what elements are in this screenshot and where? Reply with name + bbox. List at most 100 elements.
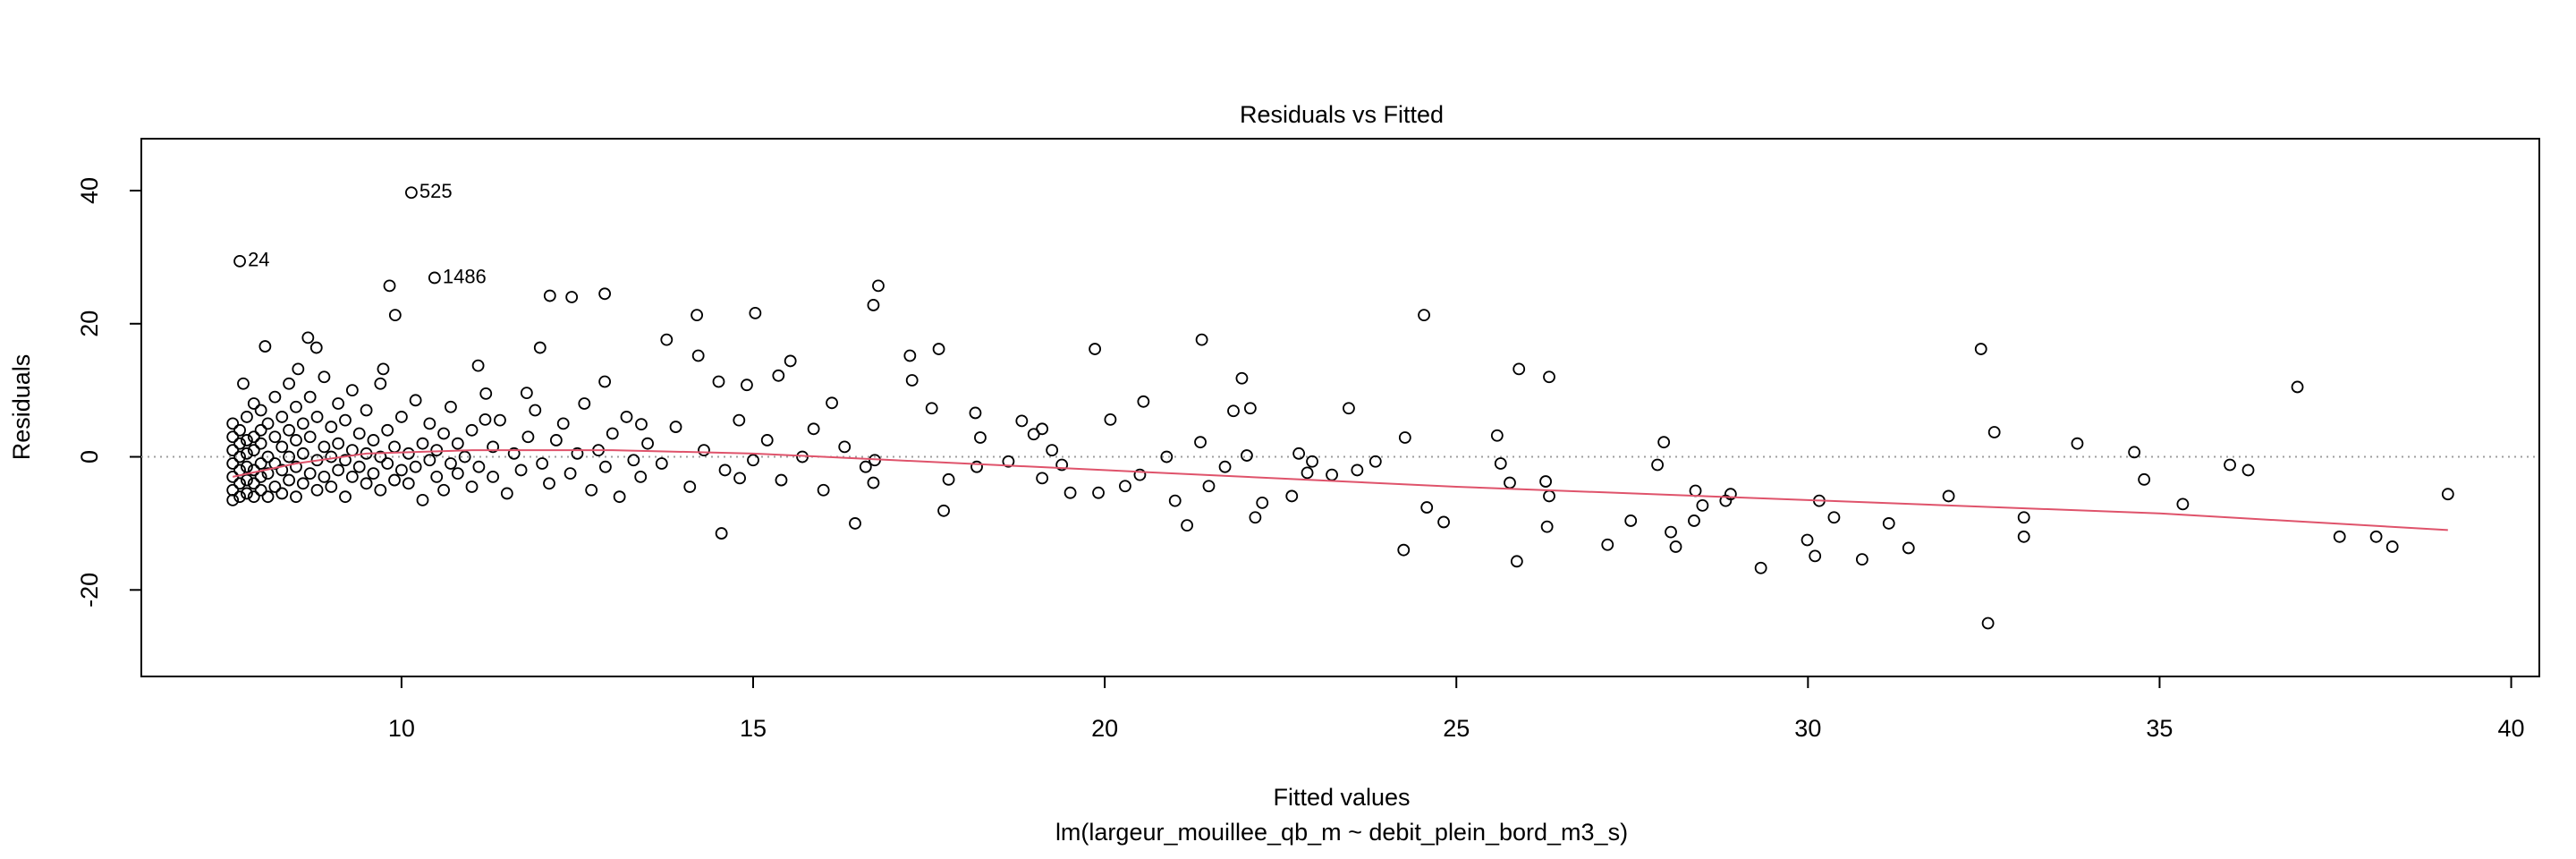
data-point: [428, 271, 441, 285]
data-point: [1301, 466, 1314, 480]
data-point: [1801, 533, 1814, 547]
y-tick-label: 0: [76, 450, 103, 464]
data-point: [241, 411, 253, 423]
data-point: [1002, 455, 1015, 468]
data-point: [2333, 530, 2346, 543]
data-point: [2017, 530, 2030, 543]
data-point: [1343, 402, 1355, 415]
x-tick-label: 35: [2146, 715, 2173, 742]
x-tick-label: 30: [1794, 715, 1821, 742]
data-point: [226, 483, 240, 497]
data-point: [849, 517, 861, 530]
data-point: [339, 490, 352, 504]
data-point: [807, 422, 820, 436]
data-point: [472, 460, 486, 473]
data-point: [1418, 309, 1430, 322]
data-point: [859, 460, 872, 473]
data-point: [641, 437, 654, 450]
data-point: [606, 427, 619, 440]
data-point: [367, 467, 380, 481]
data-point: [261, 467, 275, 481]
data-point: [226, 470, 240, 483]
data-point: [241, 434, 253, 447]
data-point: [1689, 484, 1702, 498]
x-tick-label: 20: [1091, 715, 1118, 742]
data-point: [1543, 489, 1555, 503]
data-point: [627, 454, 640, 467]
data-point: [543, 477, 555, 490]
data-point: [613, 490, 626, 504]
data-point: [247, 444, 260, 457]
data-point: [352, 427, 366, 440]
data-point: [937, 504, 950, 517]
data-point: [360, 404, 373, 417]
data-point: [310, 411, 324, 423]
data-point: [325, 481, 338, 493]
x-tick-label: 10: [388, 715, 415, 742]
data-point: [318, 470, 331, 483]
data-point: [536, 457, 549, 470]
data-point: [423, 417, 436, 430]
data-point: [233, 423, 246, 437]
data-point: [290, 434, 302, 447]
data-point: [1089, 343, 1102, 355]
data-point: [290, 460, 302, 473]
data-point: [261, 417, 275, 430]
data-point: [268, 457, 282, 470]
data-point: [1092, 486, 1105, 499]
data-point: [1719, 494, 1733, 507]
data-point: [655, 457, 668, 470]
data-point: [925, 402, 938, 415]
data-point: [1015, 414, 1029, 428]
data-point: [698, 444, 710, 457]
data-point: [254, 423, 267, 437]
x-tick-label: 25: [1443, 715, 1470, 742]
data-point: [332, 397, 345, 410]
data-point: [1510, 555, 1523, 568]
data-point: [669, 421, 682, 433]
data-point: [416, 437, 429, 450]
data-point: [290, 490, 302, 504]
data-point: [1513, 362, 1526, 376]
data-point: [226, 417, 240, 430]
data-point: [241, 487, 253, 500]
data-point: [360, 477, 373, 490]
data-point: [458, 450, 471, 464]
data-point: [352, 460, 366, 473]
data-point: [1665, 525, 1677, 539]
data-point: [514, 464, 528, 477]
data-point: [1754, 561, 1767, 574]
data-point: [867, 299, 880, 311]
data-point: [283, 423, 296, 437]
data-point: [733, 413, 746, 427]
data-point: [1504, 476, 1516, 489]
data-point: [1351, 464, 1364, 477]
data-point: [1657, 436, 1671, 449]
data-point: [1036, 472, 1049, 485]
data-point: [381, 423, 394, 437]
data-point: [292, 362, 305, 376]
data-point: [402, 447, 415, 460]
y-tick-label: 40: [76, 177, 103, 204]
data-point: [520, 387, 533, 400]
data-point: [2128, 446, 2141, 459]
data-point: [247, 397, 260, 410]
data-point: [1540, 520, 1554, 533]
data-point: [533, 341, 547, 354]
data-point: [233, 437, 246, 450]
data-point: [1194, 436, 1207, 449]
data-point: [2071, 437, 2084, 450]
data-point: [283, 450, 296, 464]
data-point: [1855, 553, 1868, 566]
data-point: [325, 450, 338, 464]
data-point: [974, 431, 987, 444]
data-point: [634, 470, 648, 483]
data-point: [1601, 538, 1614, 551]
data-point: [543, 289, 556, 302]
data-point: [247, 490, 260, 504]
data-point: [241, 460, 253, 473]
data-point: [309, 341, 323, 354]
data-point: [261, 490, 275, 504]
data-point: [1168, 494, 1182, 507]
